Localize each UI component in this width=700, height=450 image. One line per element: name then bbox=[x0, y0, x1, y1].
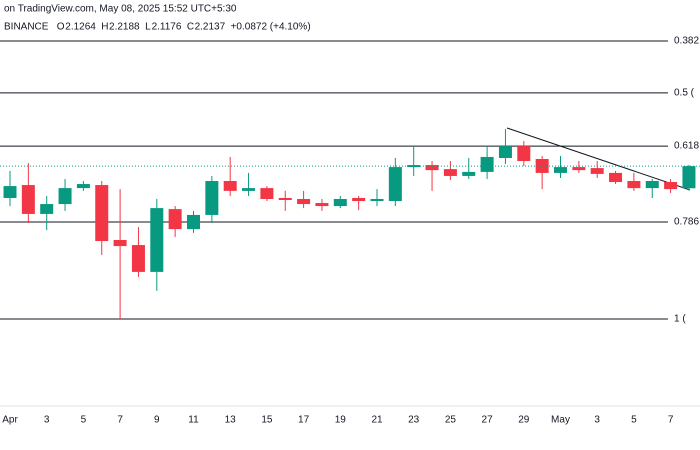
fib-level-label: 1 ( bbox=[674, 314, 686, 325]
ohlc-key: O bbox=[57, 22, 65, 33]
x-tick-label: 11 bbox=[188, 415, 199, 426]
candle-body bbox=[388, 167, 402, 202]
candle-body bbox=[3, 186, 17, 198]
x-tick-label: 7 bbox=[668, 415, 674, 426]
candle-body bbox=[425, 165, 439, 171]
candle-body bbox=[76, 184, 90, 189]
candle-body bbox=[40, 204, 54, 214]
x-tick-label: 17 bbox=[298, 415, 310, 426]
exchange: BINANCE bbox=[4, 22, 49, 33]
candle-body bbox=[205, 181, 219, 215]
candle-body bbox=[297, 198, 311, 205]
x-tick-label: 7 bbox=[117, 415, 123, 426]
candle-body bbox=[21, 185, 35, 214]
candle-body bbox=[480, 156, 494, 172]
x-tick-label: Apr bbox=[2, 415, 18, 426]
candle-body bbox=[260, 188, 274, 199]
x-tick-label: 5 bbox=[631, 415, 637, 426]
x-tick-label: May bbox=[551, 415, 570, 426]
x-tick-label: 9 bbox=[154, 415, 160, 426]
fib-level-label: 0.382 ( bbox=[674, 36, 700, 47]
x-tick-label: 15 bbox=[261, 415, 273, 426]
candle-body bbox=[278, 197, 292, 200]
x-tick-label: 23 bbox=[408, 415, 420, 426]
candle-body bbox=[517, 146, 531, 162]
candle-body bbox=[609, 172, 623, 183]
ohlc-key: H bbox=[101, 22, 108, 33]
x-tick-label: 19 bbox=[335, 415, 347, 426]
candle-body bbox=[352, 197, 366, 202]
candle-body bbox=[150, 208, 164, 272]
candle-body bbox=[370, 198, 384, 202]
ohlc-header: BINANCE O 2.1264 H 2.2188 L 2.1176 C 2.2137 +0.0… bbox=[4, 22, 311, 33]
fib-level-label: 0.618 ( bbox=[674, 141, 700, 152]
ohlc-key: L bbox=[145, 22, 151, 33]
candle-body bbox=[535, 158, 549, 173]
x-tick-label: 21 bbox=[371, 415, 383, 426]
candle-body bbox=[664, 182, 678, 190]
ohlc-value: 2.2137 bbox=[195, 22, 226, 33]
candle-body bbox=[645, 181, 659, 189]
ohlc-value: 2.1264 bbox=[65, 22, 96, 33]
ohlc-key: C bbox=[187, 22, 194, 33]
candle-body bbox=[627, 181, 641, 189]
candle-body bbox=[407, 165, 421, 168]
x-tick-label: 27 bbox=[482, 415, 494, 426]
x-tick-label: 3 bbox=[594, 415, 600, 426]
candle-body bbox=[131, 245, 145, 272]
x-tick-label: 25 bbox=[445, 415, 457, 426]
candle-body bbox=[443, 169, 457, 176]
candle-body bbox=[590, 168, 604, 174]
fib-level-label: 0.786 ( bbox=[674, 217, 700, 228]
trend-line bbox=[506, 127, 691, 191]
x-tick-label: 3 bbox=[44, 415, 50, 426]
candle-body bbox=[498, 146, 512, 158]
fib-level-label: 0.5 ( bbox=[674, 88, 695, 99]
candle-body bbox=[462, 171, 476, 176]
candle-body bbox=[223, 181, 237, 191]
candle-body bbox=[333, 198, 347, 207]
candle-body bbox=[242, 188, 256, 191]
x-tick-label: 5 bbox=[81, 415, 87, 426]
candle-body bbox=[572, 167, 586, 171]
chart-title: on TradingView.com, May 08, 2025 15:52 U… bbox=[4, 4, 237, 15]
candle-body bbox=[187, 214, 200, 230]
change: +0.0872 (+4.10%) bbox=[231, 22, 311, 33]
candle-body bbox=[682, 166, 696, 189]
ohlc-value: 2.1176 bbox=[152, 22, 182, 33]
ohlc-value: 2.2188 bbox=[109, 22, 140, 33]
x-tick-label: 29 bbox=[518, 415, 530, 426]
candle-body bbox=[95, 185, 109, 242]
candle-body bbox=[168, 209, 182, 230]
candle-body bbox=[554, 167, 567, 173]
x-tick-label: 13 bbox=[225, 415, 237, 426]
candle-body bbox=[315, 203, 329, 207]
candle-body bbox=[113, 240, 127, 247]
candle-body bbox=[58, 188, 72, 205]
